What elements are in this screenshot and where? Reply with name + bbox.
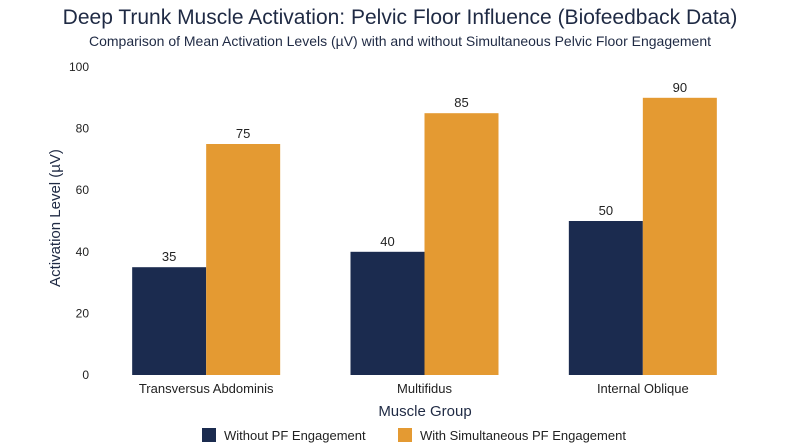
legend-label: With Simultaneous PF Engagement — [420, 428, 626, 443]
y-tick-label: 0 — [82, 368, 89, 382]
bar-without-pf-1 — [350, 251, 425, 375]
data-label: 90 — [673, 80, 687, 95]
y-tick-label: 80 — [76, 122, 90, 136]
legend-label: Without PF Engagement — [224, 428, 366, 443]
y-tick-label: 40 — [76, 245, 90, 259]
x-category-label: Transversus Abdominis — [139, 381, 274, 396]
chart-subtitle: Comparison of Mean Activation Levels (µV… — [88, 33, 712, 49]
bar-without-pf-0 — [132, 267, 207, 375]
chart-title: Deep Trunk Muscle Activation: Pelvic Flo… — [62, 6, 738, 29]
x-category-label: Internal Oblique — [597, 381, 689, 396]
y-tick-label: 20 — [76, 306, 90, 320]
x-axis: Transversus Abdominis Multifidus Internal … — [139, 381, 689, 396]
y-axis-title: Activation Level (µV) — [47, 149, 64, 287]
data-label: 85 — [454, 95, 468, 110]
bars-group — [132, 97, 717, 376]
data-labels-group: 35 75 40 85 50 90 — [162, 80, 687, 264]
bar-with-pf-2 — [642, 97, 717, 376]
x-category-label: Multifidus — [397, 381, 452, 396]
y-tick-label: 100 — [69, 60, 89, 74]
bar-without-pf-2 — [568, 221, 643, 375]
y-axis: 0 20 40 60 80 100 — [69, 60, 89, 382]
x-axis-title: Muscle Group — [378, 403, 471, 420]
legend-swatch — [398, 428, 412, 442]
data-label: 35 — [162, 249, 176, 264]
data-label: 40 — [380, 234, 394, 249]
data-label: 75 — [236, 126, 250, 141]
bar-with-pf-0 — [206, 144, 281, 375]
bar-with-pf-1 — [424, 113, 499, 375]
legend: Without PF Engagement With Simultaneous P… — [202, 428, 626, 443]
data-label: 50 — [599, 203, 613, 218]
legend-swatch — [202, 428, 216, 442]
y-tick-label: 60 — [76, 183, 90, 197]
